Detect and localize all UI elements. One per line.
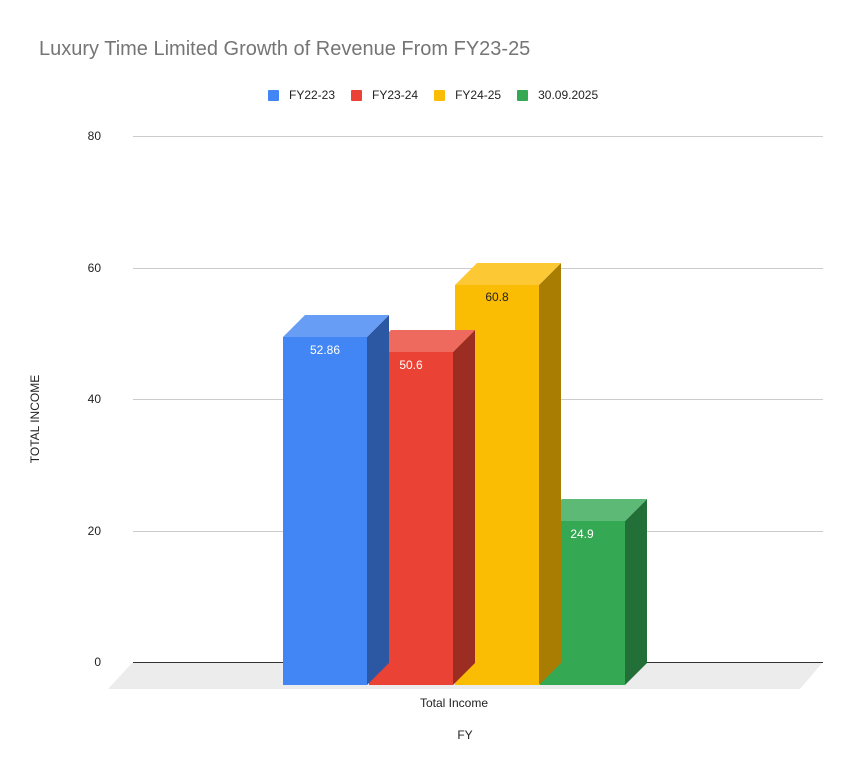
bar-value-label: 50.6 [399,358,423,372]
chart-title: Luxury Time Limited Growth of Revenue Fr… [39,38,531,60]
legend-swatch [351,89,363,101]
x-axis-label: FY [457,728,473,742]
legend-label: 30.09.2025 [538,88,599,102]
legend-item-fy23-24[interactable]: FY23-24 [351,88,418,102]
bar-value-label: 60.8 [485,290,509,304]
legend-item-fy22-23[interactable]: FY22-23 [268,88,335,102]
bar-fy22-23[interactable] [283,315,389,685]
bar-value-label: 52.86 [310,343,340,357]
legend-item-30-09-2025[interactable]: 30.09.2025 [517,88,598,102]
y-tick: 80 [87,129,101,143]
y-tick: 0 [94,655,101,669]
legend-swatch [268,89,279,101]
legend: FY22-23 FY23-24 FY24-25 30.09.2025 [268,88,614,102]
legend-swatch [434,89,446,101]
y-tick: 20 [87,524,101,538]
y-tick: 40 [87,392,101,406]
legend-item-fy24-25[interactable]: FY24-25 [434,88,501,102]
legend-label: FY22-23 [289,88,336,102]
y-tick: 60 [87,261,101,275]
legend-swatch [517,89,529,101]
x-tick: Total Income [419,696,489,710]
legend-label: FY23-24 [372,88,419,102]
legend-label: FY24-25 [455,88,502,102]
bar-value-label: 24.9 [570,527,594,541]
